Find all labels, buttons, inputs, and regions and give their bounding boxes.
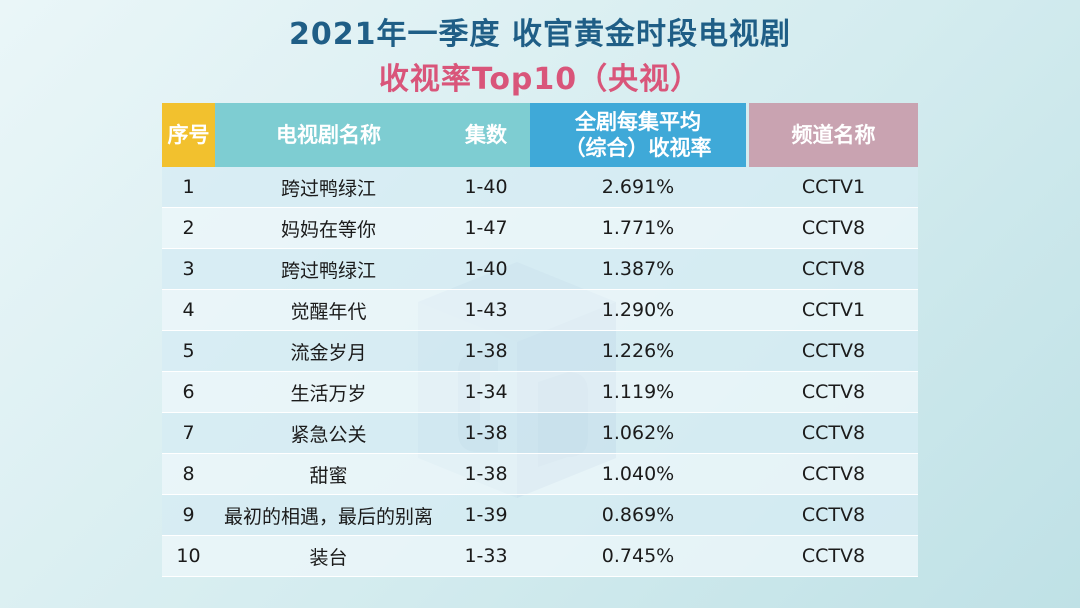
cell-rating: 1.119% [530, 371, 746, 413]
table-row: 3 跨过鸭绿江 1-40 1.387% CCTV8 [162, 248, 918, 290]
cell-episodes: 1-38 [442, 453, 530, 495]
cell-episodes: 1-40 [442, 248, 530, 290]
cell-rank: 6 [162, 371, 215, 413]
table-row: 1 跨过鸭绿江 1-40 2.691% CCTV1 [162, 167, 918, 208]
cell-gap [746, 535, 749, 577]
cell-channel: CCTV8 [749, 494, 918, 536]
header-rating-line1: 全剧每集平均 [575, 110, 701, 134]
cell-gap [746, 330, 749, 372]
page-title: 2021年一季度 收官黄金时段电视剧 [289, 17, 791, 52]
cell-rank: 10 [162, 535, 215, 577]
cell-rating: 0.869% [530, 494, 746, 536]
ratings-table: 序号 电视剧名称 集数 全剧每集平均 （综合）收视率 频道名称 1 跨过鸭绿江 1-… [162, 103, 918, 577]
header-rank: 序号 [162, 103, 215, 167]
table-row: 6 生活万岁 1-34 1.119% CCTV8 [162, 371, 918, 413]
cell-name: 紧急公关 [215, 412, 442, 454]
cell-channel: CCTV8 [749, 535, 918, 577]
cell-rank: 9 [162, 494, 215, 536]
cell-channel: CCTV1 [749, 167, 918, 208]
header-rating: 全剧每集平均 （综合）收视率 [530, 103, 746, 167]
cell-rank: 3 [162, 248, 215, 290]
cell-episodes: 1-40 [442, 167, 530, 208]
cell-episodes: 1-38 [442, 330, 530, 372]
cell-episodes: 1-33 [442, 535, 530, 577]
table-header-row: 序号 电视剧名称 集数 全剧每集平均 （综合）收视率 频道名称 [162, 103, 918, 167]
cell-name: 妈妈在等你 [215, 207, 442, 249]
cell-rating: 1.040% [530, 453, 746, 495]
cell-rating: 2.691% [530, 167, 746, 208]
cell-rating: 1.226% [530, 330, 746, 372]
header-name: 电视剧名称 [215, 103, 442, 167]
cell-name: 跨过鸭绿江 [215, 167, 442, 208]
cell-episodes: 1-47 [442, 207, 530, 249]
cell-rank: 8 [162, 453, 215, 495]
cell-gap [746, 167, 749, 208]
cell-gap [746, 412, 749, 454]
cell-channel: CCTV8 [749, 330, 918, 372]
table-row: 7 紧急公关 1-38 1.062% CCTV8 [162, 412, 918, 454]
header-episodes: 集数 [442, 103, 530, 167]
page-subtitle: 收视率Top10（央视） [378, 62, 702, 97]
cell-name: 生活万岁 [215, 371, 442, 413]
header-channel: 频道名称 [749, 103, 918, 167]
cell-gap [746, 494, 749, 536]
cell-episodes: 1-34 [442, 371, 530, 413]
cell-rank: 2 [162, 207, 215, 249]
cell-channel: CCTV8 [749, 453, 918, 495]
cell-channel: CCTV1 [749, 289, 918, 331]
table-row: 2 妈妈在等你 1-47 1.771% CCTV8 [162, 207, 918, 249]
cell-name: 装台 [215, 535, 442, 577]
cell-name: 跨过鸭绿江 [215, 248, 442, 290]
cell-gap [746, 289, 749, 331]
cell-gap [746, 207, 749, 249]
cell-channel: CCTV8 [749, 371, 918, 413]
cell-gap [746, 453, 749, 495]
table-row: 8 甜蜜 1-38 1.040% CCTV8 [162, 453, 918, 495]
cell-rating: 1.387% [530, 248, 746, 290]
cell-channel: CCTV8 [749, 248, 918, 290]
cell-rating: 1.062% [530, 412, 746, 454]
cell-rank: 7 [162, 412, 215, 454]
cell-gap [746, 248, 749, 290]
cell-name: 最初的相遇，最后的别离 [215, 494, 442, 536]
cell-rating: 0.745% [530, 535, 746, 577]
cell-name: 流金岁月 [215, 330, 442, 372]
cell-rating: 1.771% [530, 207, 746, 249]
cell-rank: 4 [162, 289, 215, 331]
cell-channel: CCTV8 [749, 207, 918, 249]
cell-name: 甜蜜 [215, 453, 442, 495]
cell-name: 觉醒年代 [215, 289, 442, 331]
table-row: 9 最初的相遇，最后的别离 1-39 0.869% CCTV8 [162, 494, 918, 536]
table-row: 4 觉醒年代 1-43 1.290% CCTV1 [162, 289, 918, 331]
table-row: 5 流金岁月 1-38 1.226% CCTV8 [162, 330, 918, 372]
cell-rank: 1 [162, 167, 215, 208]
table-row: 10 装台 1-33 0.745% CCTV8 [162, 535, 918, 577]
cell-gap [746, 371, 749, 413]
cell-rating: 1.290% [530, 289, 746, 331]
cell-episodes: 1-38 [442, 412, 530, 454]
cell-channel: CCTV8 [749, 412, 918, 454]
cell-rank: 5 [162, 330, 215, 372]
cell-episodes: 1-43 [442, 289, 530, 331]
header-rating-line2: （综合）收视率 [564, 136, 712, 160]
cell-episodes: 1-39 [442, 494, 530, 536]
